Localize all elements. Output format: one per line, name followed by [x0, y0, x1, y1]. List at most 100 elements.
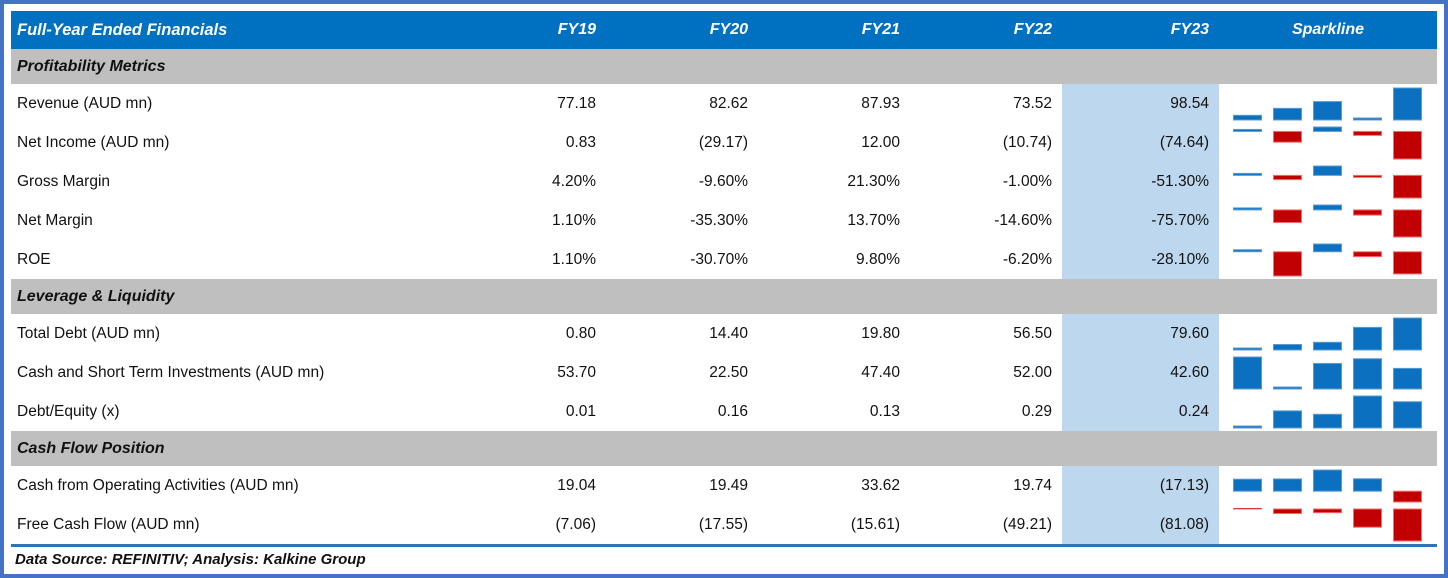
value-cell-fy20: (29.17): [698, 133, 748, 151]
table-body: Profitability Metrics Revenue (AUD mn) 77.…: [11, 49, 1437, 544]
sparkline-bar-negative: [1273, 208, 1302, 223]
table-row: Free Cash Flow (AUD mn) (7.06) (17.55) (15.…: [11, 505, 1437, 544]
sparkline-bar-positive: [1313, 469, 1342, 492]
value-cell-fy23: 98.54: [1062, 84, 1219, 123]
column-header-fy19: FY19: [454, 21, 606, 39]
sparkline-bar-positive: [1233, 206, 1262, 210]
table-header-row: Full-Year Ended Financials FY19 FY20 FY2…: [11, 11, 1437, 49]
sparkline-bar-positive: [1313, 362, 1342, 390]
financials-table: Full-Year Ended Financials FY19 FY20 FY2…: [11, 11, 1437, 571]
sparkline-chart: [1233, 87, 1422, 121]
sparkline-bar-positive: [1313, 243, 1342, 252]
sparkline-bar-positive: [1233, 172, 1262, 176]
value-cell-fy23: 42.60: [1062, 353, 1219, 392]
value-cell-fy20: 14.40: [709, 324, 748, 342]
sparkline-bar-negative: [1273, 174, 1302, 180]
value-cell-fy19: 0.83: [565, 133, 596, 151]
sparkline-cell: [1219, 392, 1437, 431]
sparkline-bar-positive: [1233, 478, 1262, 492]
sparkline-bar-positive: [1313, 341, 1342, 351]
sparkline-bar-positive: [1393, 400, 1422, 429]
sparkline-bar-positive: [1313, 126, 1342, 132]
value-cell-fy19: 53.70: [557, 363, 596, 381]
sparkline-bar-positive: [1233, 248, 1262, 252]
sparkline-chart: [1233, 204, 1422, 238]
column-header-fy21: FY21: [758, 21, 910, 39]
table-row: Net Income (AUD mn) 0.83 (29.17) 12.00 (10.7…: [11, 123, 1437, 162]
sparkline-bar-positive: [1353, 117, 1382, 120]
row-label: Net Income (AUD mn): [17, 133, 170, 151]
sparkline-bar-negative: [1393, 174, 1422, 199]
sparkline-bar-negative: [1393, 250, 1422, 274]
sparkline-bar-positive: [1353, 395, 1382, 428]
table-row: Total Debt (AUD mn) 0.80 14.40 19.80 56.50 79…: [11, 314, 1437, 353]
sparkline-bar-negative: [1273, 508, 1302, 514]
value-cell-fy22: (49.21): [1002, 515, 1052, 533]
sparkline-bar-positive: [1233, 347, 1262, 350]
value-cell-fy21: 9.80%: [856, 250, 900, 268]
sparkline-bar-positive: [1313, 100, 1342, 120]
sparkline-bar-negative: [1353, 174, 1382, 178]
value-cell-fy20: 19.49: [709, 476, 748, 494]
sparkline-bar-negative: [1393, 490, 1422, 503]
value-cell-fy20: 22.50: [709, 363, 748, 381]
value-cell-fy23: -75.70%: [1062, 201, 1219, 240]
sparkline-chart: [1233, 356, 1422, 390]
sparkline-chart: [1233, 395, 1422, 429]
sparkline-chart: [1233, 317, 1422, 351]
value-cell-fy19: 77.18: [557, 94, 596, 112]
sparkline-bar-negative: [1353, 208, 1382, 216]
sparkline-bar-negative: [1353, 250, 1382, 257]
sparkline-cell: [1219, 353, 1437, 392]
sparkline-bar-positive: [1313, 413, 1342, 429]
value-cell-fy21: 12.00: [861, 133, 900, 151]
sparkline-cell: [1219, 505, 1437, 544]
value-cell-fy22: -6.20%: [1002, 250, 1052, 268]
row-label: ROE: [17, 250, 51, 268]
value-cell-fy22: 73.52: [1013, 94, 1052, 112]
row-label: Gross Margin: [17, 172, 111, 190]
row-label: Debt/Equity (x): [17, 402, 120, 420]
value-cell-fy20: -9.60%: [698, 172, 748, 190]
sparkline-cell: [1219, 240, 1437, 279]
value-cell-fy22: -1.00%: [1002, 172, 1052, 190]
sparkline-bar-negative: [1393, 130, 1422, 159]
value-cell-fy23: -28.10%: [1062, 240, 1219, 279]
value-cell-fy21: 33.62: [861, 476, 900, 494]
sparkline-bar-positive: [1393, 87, 1422, 120]
sparkline-chart: [1233, 126, 1422, 159]
row-label: Free Cash Flow (AUD mn): [17, 515, 200, 533]
table-row: Cash and Short Term Investments (AUD mn)…: [11, 353, 1437, 392]
value-cell-fy21: 87.93: [861, 94, 900, 112]
section-title: Cash Flow Position: [17, 439, 165, 457]
value-cell-fy20: 0.16: [717, 402, 748, 420]
value-cell-fy21: 19.80: [861, 324, 900, 342]
value-cell-fy23: (17.13): [1062, 466, 1219, 505]
section-header-row: Profitability Metrics: [11, 49, 1437, 84]
sparkline-bar-positive: [1393, 367, 1422, 390]
table-title: Full-Year Ended Financials: [17, 20, 228, 39]
sparkline-bar-negative: [1313, 508, 1342, 513]
section-title: Leverage & Liquidity: [17, 287, 175, 305]
sparkline-bar-positive: [1353, 326, 1382, 351]
value-cell-fy19: 0.80: [565, 324, 596, 342]
sparkline-bar-negative: [1353, 508, 1382, 528]
value-cell-fy22: 19.74: [1013, 476, 1052, 494]
value-cell-fy21: (15.61): [850, 515, 900, 533]
sparkline-cell: [1219, 84, 1437, 123]
sparkline-bar-negative: [1273, 130, 1302, 143]
sparkline-bar-positive: [1273, 409, 1302, 428]
value-cell-fy23: -51.30%: [1062, 162, 1219, 201]
value-cell-fy21: 21.30%: [847, 172, 900, 190]
value-cell-fy19: (7.06): [555, 515, 597, 533]
value-cell-fy21: 0.13: [869, 402, 900, 420]
section-header-row: Leverage & Liquidity: [11, 279, 1437, 314]
sparkline-bar-positive: [1313, 165, 1342, 176]
column-header-fy23: FY23: [1062, 11, 1219, 49]
sparkline-bar-positive: [1273, 107, 1302, 121]
value-cell-fy21: 13.70%: [847, 211, 900, 229]
value-cell-fy23: 0.24: [1062, 392, 1219, 431]
column-header-sparkline: Sparkline: [1291, 21, 1365, 38]
value-cell-fy22: (10.74): [1002, 133, 1052, 151]
